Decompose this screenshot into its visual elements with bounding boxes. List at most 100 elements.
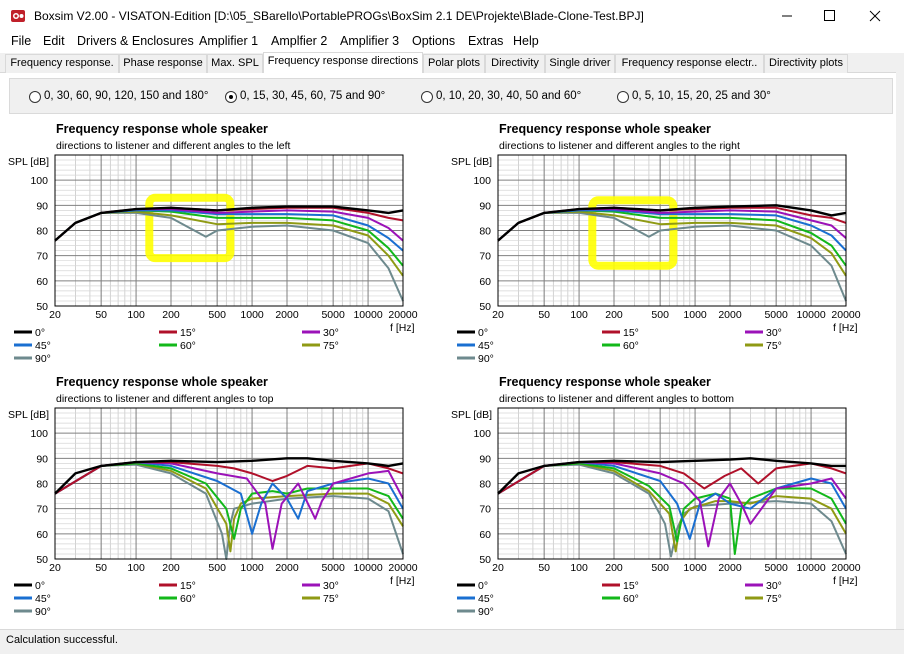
legend-label: 75° bbox=[766, 340, 782, 352]
radio-circle bbox=[617, 91, 629, 103]
legend-label: 60° bbox=[623, 340, 639, 352]
legend-label: 30° bbox=[766, 327, 782, 339]
x-tick-label: 5000 bbox=[321, 562, 345, 574]
window-title: Boxsim V2.00 - VISATON-Edition [D:\05_SB… bbox=[34, 9, 644, 23]
y-tick-label: 70 bbox=[479, 251, 491, 263]
x-tick-label: 20000 bbox=[388, 309, 417, 321]
legend-label: 60° bbox=[180, 340, 196, 352]
chart-subtitle: directions to listener and different ang… bbox=[56, 140, 291, 152]
minimize-button[interactable] bbox=[764, 0, 810, 32]
x-tick-label: 5000 bbox=[764, 562, 788, 574]
series-line bbox=[497, 204, 847, 242]
y-tick-label: 100 bbox=[30, 428, 48, 440]
legend-label: 45° bbox=[478, 340, 494, 352]
series-line bbox=[54, 461, 404, 535]
y-tick-label: 60 bbox=[36, 529, 48, 541]
y-tick-label: 50 bbox=[479, 554, 491, 566]
series-line bbox=[54, 205, 404, 242]
menu-extras[interactable]: Extras bbox=[468, 34, 504, 48]
x-tick-label: 5000 bbox=[764, 309, 788, 321]
x-axis-label: f [Hz] bbox=[833, 322, 858, 334]
x-tick-label: 20 bbox=[492, 309, 504, 321]
radio-circle bbox=[421, 91, 433, 103]
legend-label: 15° bbox=[623, 580, 639, 592]
x-tick-label: 50 bbox=[538, 309, 550, 321]
menu-edit[interactable]: Edit bbox=[43, 34, 65, 48]
legend-label: 0° bbox=[35, 327, 45, 339]
series-line bbox=[497, 457, 846, 495]
y-tick-label: 90 bbox=[479, 453, 491, 465]
y-tick-label: 100 bbox=[30, 175, 48, 187]
y-tick-label: 100 bbox=[473, 428, 491, 440]
chart-subtitle: directions to listener and different ang… bbox=[499, 393, 734, 405]
menu-amplifier-1[interactable]: Amplifier 1 bbox=[199, 34, 259, 48]
chart-title: Frequency response whole speaker bbox=[499, 375, 711, 389]
tab-frequency-response[interactable]: Frequency response. bbox=[5, 54, 119, 73]
plot-frame bbox=[497, 407, 847, 560]
plot-frame bbox=[54, 154, 404, 307]
tab-directivity[interactable]: Directivity bbox=[485, 54, 545, 73]
legend-label: 15° bbox=[180, 327, 196, 339]
menu-file[interactable]: File bbox=[11, 34, 32, 48]
x-tick-label: 2000 bbox=[718, 309, 742, 321]
menu-bar: File Edit Drivers & Enclosures Amplifier… bbox=[0, 32, 904, 52]
plot-frame bbox=[497, 154, 847, 307]
menu-help[interactable]: Help bbox=[513, 34, 539, 48]
x-tick-label: 2000 bbox=[718, 562, 742, 574]
radio-label: 0, 15, 30, 45, 60, 75 and 90° bbox=[240, 90, 386, 102]
x-tick-label: 500 bbox=[208, 562, 226, 574]
x-tick-label: 100 bbox=[570, 562, 588, 574]
tab-phase-response[interactable]: Phase response bbox=[119, 54, 207, 73]
highlight-marker bbox=[145, 193, 235, 263]
legend-label: 75° bbox=[766, 593, 782, 605]
tab-frequency-response-electr[interactable]: Frequency response electr.. bbox=[615, 54, 764, 73]
tab-strip: Frequency response. Phase response Max. … bbox=[0, 52, 904, 74]
x-tick-label: 20 bbox=[492, 562, 504, 574]
legend-label: 15° bbox=[623, 327, 639, 339]
y-tick-label: 70 bbox=[36, 251, 48, 263]
radio-circle bbox=[29, 91, 41, 103]
x-tick-label: 1000 bbox=[240, 562, 264, 574]
x-tick-label: 200 bbox=[162, 309, 180, 321]
radio-dot bbox=[229, 95, 233, 99]
x-tick-label: 20000 bbox=[831, 309, 860, 321]
x-tick-label: 10000 bbox=[796, 562, 825, 574]
menu-options[interactable]: Options bbox=[412, 34, 456, 48]
x-tick-label: 500 bbox=[651, 562, 669, 574]
legend-label: 60° bbox=[180, 593, 196, 605]
menu-amplifier-2[interactable]: Amplfier 2 bbox=[271, 34, 328, 48]
maximize-button[interactable] bbox=[806, 0, 852, 32]
x-tick-label: 20 bbox=[49, 562, 61, 574]
chart-title: Frequency response whole speaker bbox=[499, 122, 711, 136]
series-line bbox=[54, 462, 404, 540]
x-tick-label: 20000 bbox=[831, 562, 860, 574]
angle-options-group: 0, 30, 60, 90, 120, 150 and 180° 0, 15, … bbox=[9, 78, 893, 114]
title-bar: Boxsim V2.00 - VISATON-Edition [D:\05_SB… bbox=[0, 0, 904, 32]
maximize-icon bbox=[824, 10, 835, 21]
tab-directivity-plots[interactable]: Directivity plots bbox=[764, 54, 848, 73]
y-tick-label: 50 bbox=[36, 301, 48, 313]
legend-label: 45° bbox=[478, 593, 494, 605]
tab-frequency-response-directions[interactable]: Frequency response directions bbox=[263, 52, 423, 74]
legend-label: 90° bbox=[35, 606, 51, 618]
y-axis-label: SPL [dB] bbox=[451, 156, 492, 168]
y-tick-label: 50 bbox=[36, 554, 48, 566]
menu-amplifier-3[interactable]: Amplifier 3 bbox=[340, 34, 400, 48]
close-button[interactable] bbox=[852, 0, 898, 32]
y-tick-label: 70 bbox=[479, 504, 491, 516]
x-tick-label: 200 bbox=[162, 562, 180, 574]
y-tick-label: 60 bbox=[36, 276, 48, 288]
legend-label: 60° bbox=[623, 593, 639, 605]
y-tick-label: 80 bbox=[479, 479, 491, 491]
tab-max-spl[interactable]: Max. SPL bbox=[207, 54, 263, 73]
x-tick-label: 2000 bbox=[275, 562, 299, 574]
legend-label: 45° bbox=[35, 593, 51, 605]
menu-drivers-enclosures[interactable]: Drivers & Enclosures bbox=[77, 34, 194, 48]
y-tick-label: 90 bbox=[36, 200, 48, 212]
frequency-response-chart: Frequency response whole speaker directio… bbox=[451, 122, 861, 365]
tab-single-driver[interactable]: Single driver bbox=[545, 54, 615, 73]
tab-polar-plots[interactable]: Polar plots bbox=[423, 54, 485, 73]
y-axis-label: SPL [dB] bbox=[8, 409, 49, 421]
chart-subtitle: directions to listener and different ang… bbox=[499, 140, 740, 152]
x-tick-label: 200 bbox=[605, 309, 623, 321]
